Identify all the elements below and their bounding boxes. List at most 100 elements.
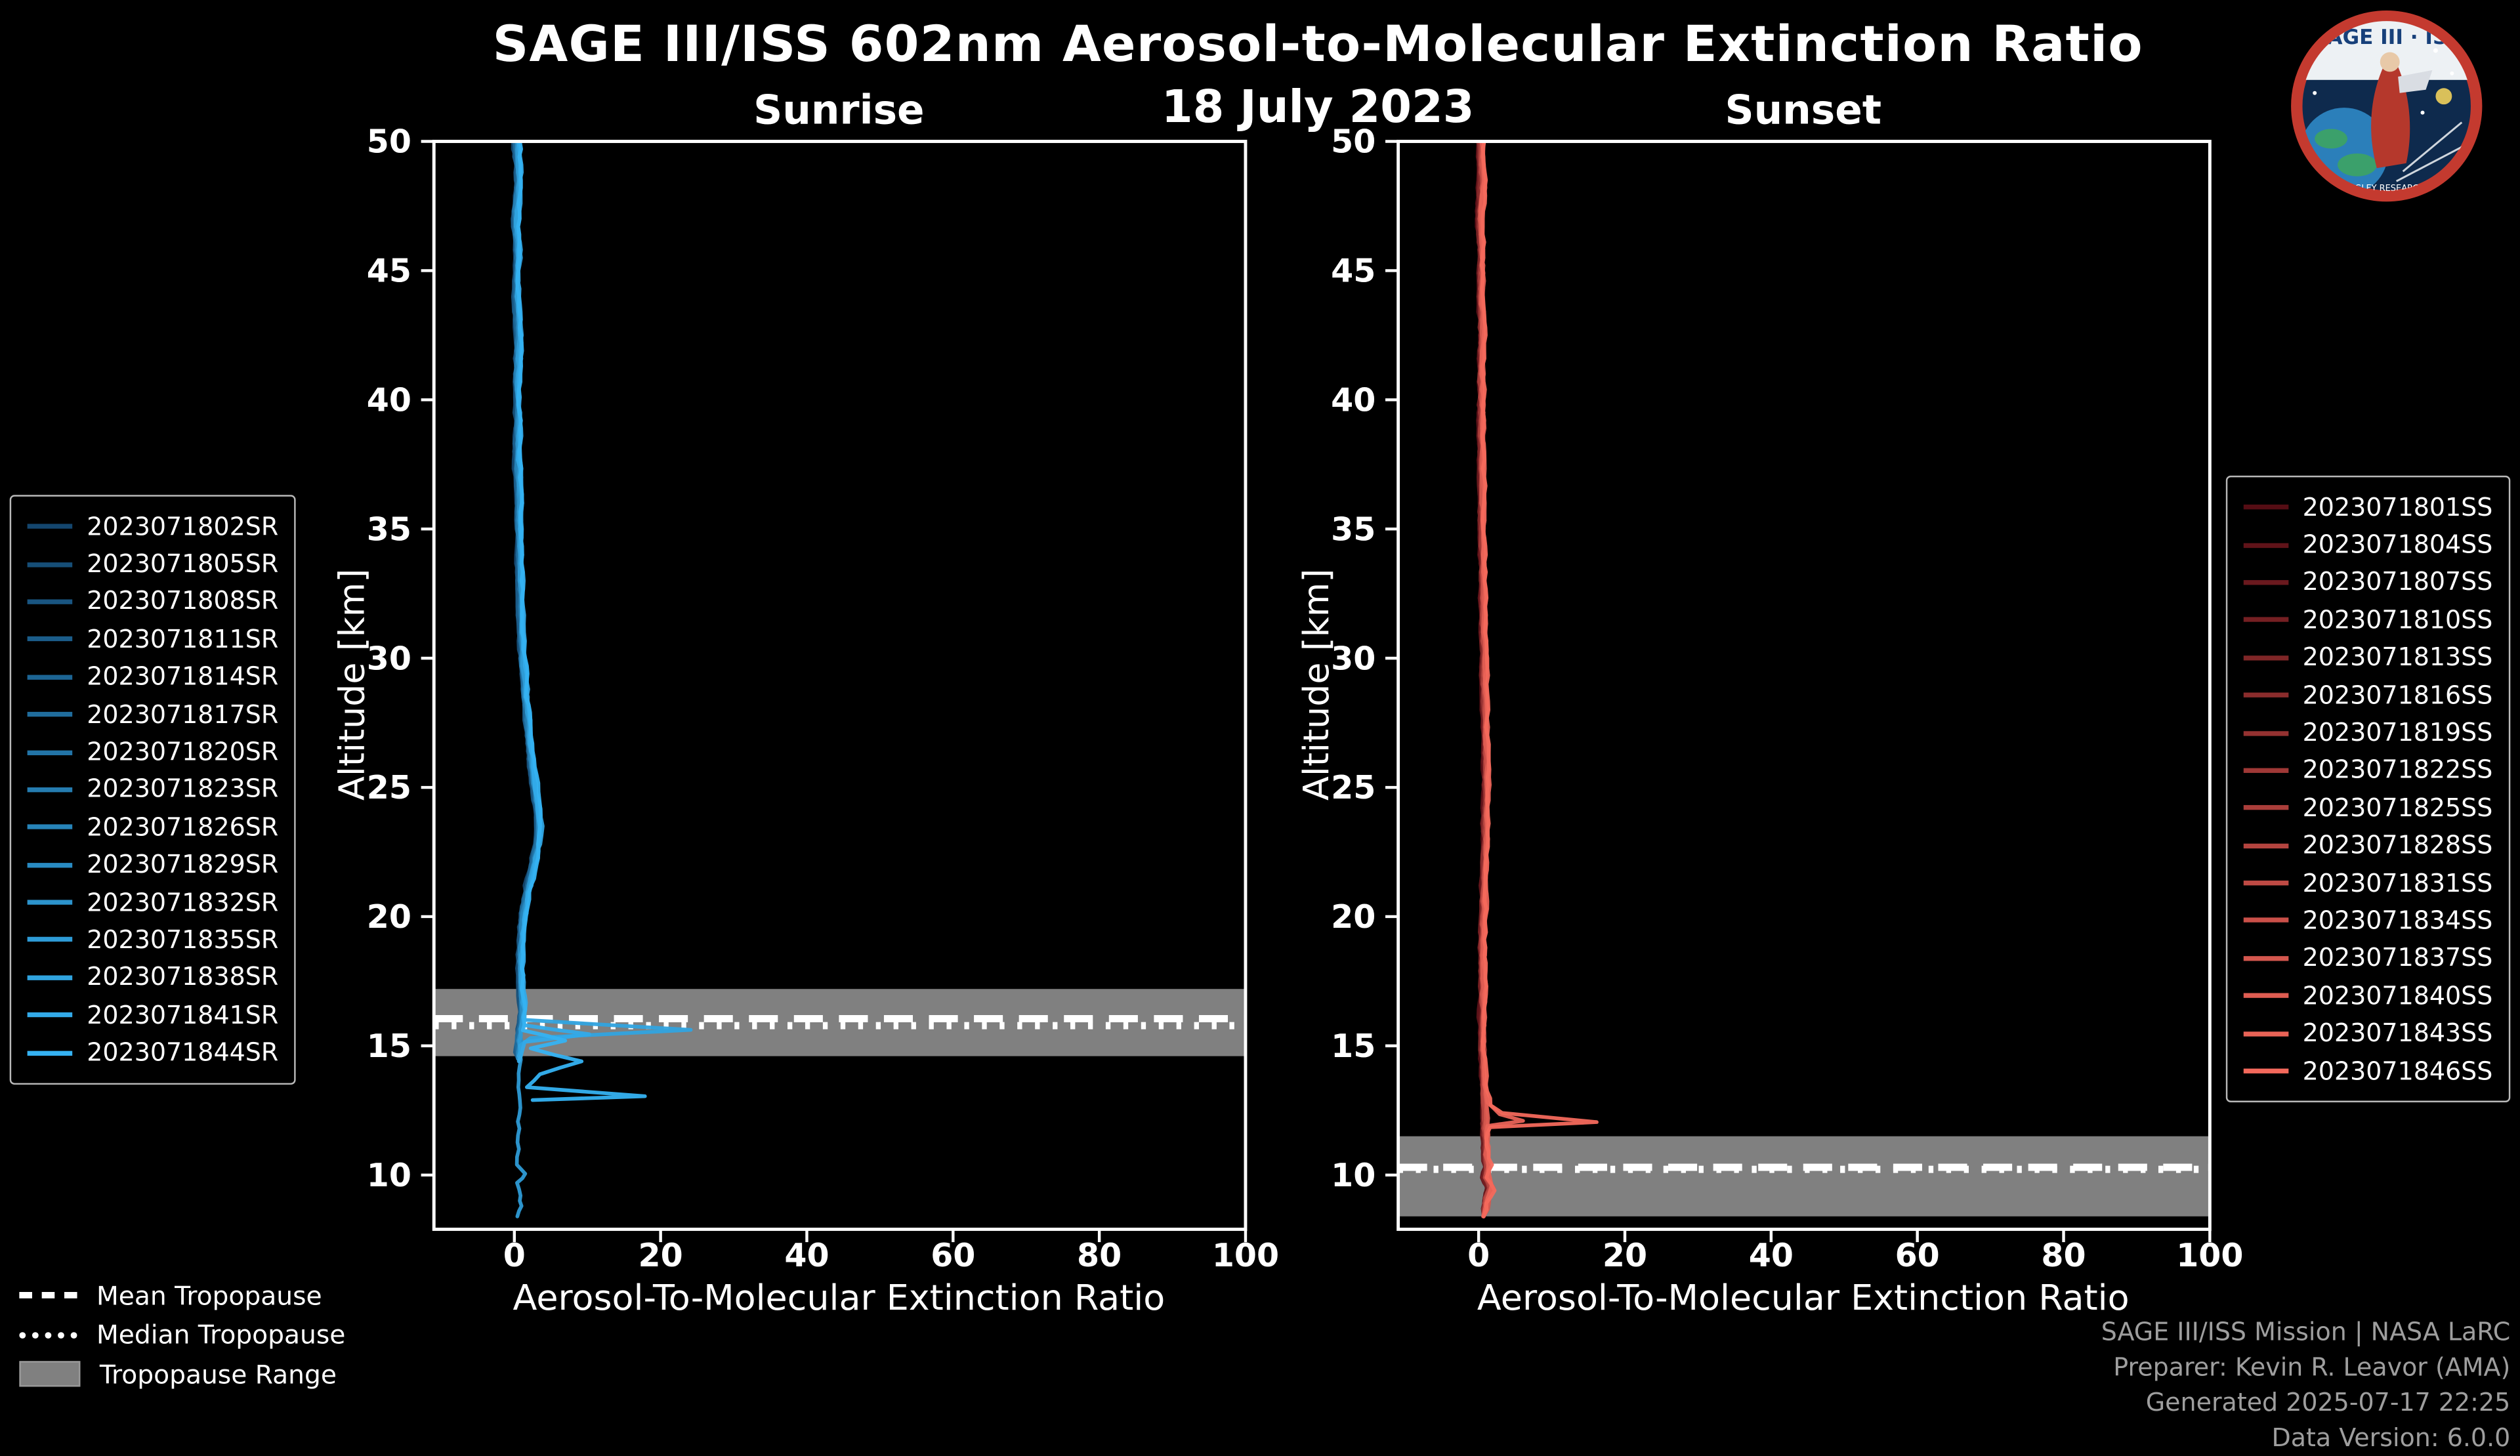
legend-item: 2023071825SS [2243,789,2492,827]
earth-landmass [2338,153,2377,177]
legend-item-label: 2023071838SR [87,963,279,992]
x-tick-label: 20 [1603,1237,1647,1274]
legend-item: 2023071846SS [2243,1052,2492,1090]
legend-item-label: 2023071831SS [2302,868,2493,898]
figure-subtitle: 18 July 2023 [1161,80,1475,134]
figure-head [2380,52,2400,72]
legend-line-swatch [2243,1068,2288,1074]
sunset-legend: 2023071801SS 2023071804SS 2023071807SS 2023… [2225,475,2511,1103]
tropopause-legend-item: Tropopause Range [19,1355,345,1394]
x-tick-label: 20 [639,1237,683,1274]
legend-item: 2023071844SR [27,1034,279,1071]
legend-item-label: 2023071835SR [87,925,279,955]
y-tick-label: 40 [1331,381,1376,419]
legend-item-label: 2023071843SS [2302,1019,2493,1049]
y-tick-label: 25 [367,769,411,806]
y-tick-label: 10 [1331,1157,1376,1194]
legend-line-swatch [2243,805,2288,811]
legend-line-swatch [27,937,73,943]
legend-line-swatch [27,825,73,830]
legend-item-label: 2023071813SS [2302,643,2493,673]
panel-title-sunset: Sunset [1725,87,1881,134]
y-tick-label: 50 [367,123,411,161]
tropopause-legend-label: Mean Tropopause [96,1280,322,1311]
legend-line-swatch [27,862,73,867]
patch-line-sample [19,1362,81,1388]
credits-block: SAGE III/ISS Mission | NASA LaRC Preparer… [2101,1314,2511,1456]
y-tick-label: 30 [367,640,411,677]
orbit-line [2395,144,2466,182]
legend-item: 2023071808SR [27,583,279,620]
moon-icon [2435,88,2452,105]
legend-item: 2023071802SR [27,508,279,545]
legend-item-label: 2023071844SR [87,1038,279,1068]
legend-line-swatch [27,712,73,717]
tropopause-legend-label: Median Tropopause [96,1320,346,1351]
legend-line-swatch [27,749,73,755]
plot-border [432,140,1248,1231]
legend-item-label: 2023071802SR [87,512,279,541]
legend-item-label: 2023071804SS [2302,530,2493,560]
legend-item-label: 2023071814SR [87,662,279,692]
legend-item: 2023071838SR [27,959,279,996]
figure-wing [2398,70,2433,93]
y-tick-label: 50 [1331,123,1376,161]
legend-line-swatch [27,1012,73,1018]
profile-line [514,141,693,1058]
legend-line-swatch [2243,881,2288,886]
x-tick-label: 100 [2176,1237,2243,1274]
legend-item: 2023071801SS [2243,488,2492,526]
y-tick-label: 35 [367,510,411,548]
legend-line-swatch [2243,692,2288,698]
legend-item: 2023071811SR [27,621,278,658]
legend-item-label: 2023071807SS [2302,568,2493,597]
sunrise-plot: 0 20 40 60 80 100 10 15 20 25 30 35 40 45 50 [367,123,1279,1274]
legend-item: 2023071820SR [27,734,279,771]
x-tick-label: 80 [1077,1237,1122,1274]
figure-canvas: SAGE III/ISS 602nm Aerosol-to-Molecular … [9,10,2511,1453]
legend-item: 2023071817SR [27,696,279,733]
y-tick-label: 45 [1331,253,1376,290]
legend-line-swatch [27,674,73,680]
y-tick-label: 20 [367,898,411,936]
legend-item: 2023071804SS [2243,526,2492,564]
legend-item-label: 2023071817SR [87,699,279,729]
legend-item: 2023071805SR [27,545,278,583]
legend-item-label: 2023071837SS [2302,944,2493,973]
dotted-line-sample [19,1331,77,1339]
legend-item: 2023071843SS [2243,1014,2492,1052]
x-tick-label: 60 [931,1237,975,1274]
x-tick-label: 40 [1749,1237,1794,1274]
legend-item: 2023071835SR [27,921,279,959]
legend-line-swatch [2243,768,2288,773]
star [2433,48,2438,53]
orbit-line [2402,121,2463,173]
patch-ring-text: NASA LANGLEY RESEARCH CENTER [2311,184,2462,194]
legend-item-label: 2023071820SR [87,738,279,767]
legend-item: 2023071816SS [2243,676,2492,714]
y-tick-label: 15 [367,1028,411,1065]
sunrise-x-axis-label: Aerosol-To-Molecular Extinction Ratio [513,1279,1166,1320]
legend-item: 2023071832SR [27,884,278,921]
legend-item: 2023071819SS [2243,714,2492,751]
sunset-plot: 0 20 40 60 80 100 10 15 20 25 30 35 40 45 50 [1331,123,2243,1274]
legend-item-label: 2023071834SS [2302,906,2493,936]
tropopause-legend-item: Mean Tropopause [19,1276,345,1315]
credit-line: Data Version: 6.0.0 [2271,1423,2511,1453]
y-tick-label: 40 [367,381,411,419]
legend-line-swatch [2243,655,2288,660]
legend-item-label: 2023071840SS [2302,981,2493,1010]
legend-item-label: 2023071822SS [2302,756,2493,785]
y-tick-label: 35 [1331,510,1376,548]
legend-line-swatch [2243,617,2288,623]
sunrise-y-axis-label: Altitude [km] [333,568,374,801]
legend-item-label: 2023071819SS [2302,718,2493,747]
panel-title-sunrise: Sunrise [753,87,925,134]
legend-item: 2023071828SS [2243,827,2492,864]
star [2450,71,2454,75]
profile-line [1479,141,1599,1218]
y-tick-label: 20 [1331,898,1376,936]
y-tick-label: 30 [1331,640,1376,677]
sage-iii-iss-mission-patch: SAGE III · ISS NASA LANGLEY RESEARCH CEN… [2291,10,2483,202]
legend-item-label: 2023071808SR [87,587,279,617]
